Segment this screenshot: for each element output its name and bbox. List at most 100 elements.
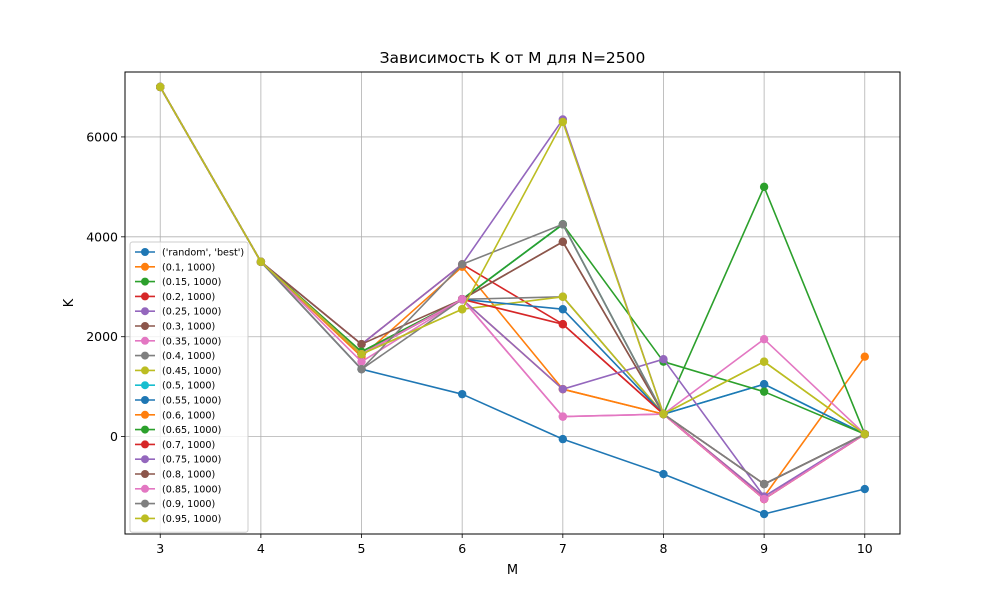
legend-marker [141,351,149,360]
series-line [159,86,866,500]
series-11 [156,82,869,504]
x-axis-label: M [507,563,518,578]
legend-entry: (0.85, 1000) [135,484,221,495]
legend-label: (0.8, 1000) [162,470,215,481]
legend-marker [141,322,149,330]
legend: ('random', 'best') (0.1, 1000) (0.15, 1000… [129,241,249,533]
legend-marker [141,381,149,390]
legend-entry: (0.15, 1000) [135,277,221,288]
series-line [159,86,866,435]
legend-marker [141,440,149,449]
series-5 [156,82,869,489]
data-point [357,357,366,366]
series-line [159,86,866,500]
legend-entry: ('random', 'best') [135,248,244,259]
legend-entry: (0.3, 1000) [135,322,215,333]
data-point [558,292,568,301]
legend-entry: (0.9, 1000) [135,499,215,510]
series-line [159,86,866,498]
legend-marker [141,425,149,434]
series-layer [156,82,869,519]
legend-label: ('random', 'best') [162,248,244,259]
x-tick-label: 4 [257,541,265,556]
chart-title: Зависимость K от M для N=2500 [380,49,646,67]
y-tick-label: 4000 [86,229,118,244]
series-4 [156,82,869,501]
legend-marker [141,396,149,404]
legend-entry: (0.7, 1000) [135,440,215,451]
y-axis-label: K [62,298,77,307]
legend-entry: (0.95, 1000) [135,514,221,525]
legend-marker [141,514,149,523]
data-point [759,509,769,519]
x-axis-ticks: 3 4 5 6 7 8 9 10 [156,534,873,556]
plot-frame [124,71,901,535]
series-line [159,86,866,485]
legend-label: (0.75, 1000) [162,455,221,466]
x-tick-label: 3 [156,541,164,556]
data-point [457,260,467,269]
legend-label: (0.85, 1000) [162,484,221,495]
legend-label: (0.35, 1000) [162,336,221,347]
series-18 [156,82,869,439]
data-point [558,320,568,329]
legend-marker [141,455,149,464]
legend-marker [141,470,149,478]
y-axis-ticks: 0 2000 4000 6000 [86,129,125,444]
legend-label: (0.4, 1000) [162,351,215,362]
data-point [357,349,366,359]
series-14 [156,82,869,501]
data-point [558,384,568,394]
series-line [159,86,866,435]
data-point [156,82,165,92]
legend-entry: (0.4, 1000) [135,351,215,362]
data-point [558,117,568,127]
data-point [357,340,366,349]
series-line [159,86,865,515]
data-point [759,387,769,396]
series-line [159,86,866,485]
data-point [860,484,869,494]
legend-marker [141,248,149,256]
legend-marker [141,499,149,508]
data-point [457,305,467,314]
legend-label: (0.3, 1000) [162,322,215,333]
legend-entry: (0.65, 1000) [135,425,221,436]
x-tick-label: 8 [659,541,667,556]
series-16 [156,82,869,504]
data-point [357,364,366,374]
data-point [457,295,467,304]
legend-marker [141,307,149,316]
legend-label: (0.65, 1000) [162,425,221,436]
data-point [759,357,769,366]
legend-label: (0.15, 1000) [162,277,221,288]
legend-label: (0.9, 1000) [162,499,215,510]
data-point [860,352,869,361]
series-line [159,86,866,435]
data-point [759,379,769,389]
y-tick-label: 2000 [86,329,118,344]
legend-marker [141,336,149,345]
legend-label: (0.95, 1000) [162,514,221,525]
series-15 [156,82,869,489]
series-line [159,86,866,435]
data-point [558,220,568,229]
legend-label: (0.5, 1000) [162,381,215,392]
legend-marker [141,262,149,271]
data-point [558,237,568,247]
series-line [159,86,866,435]
series-line [159,86,866,500]
data-point [457,389,467,399]
data-point [659,409,668,419]
legend-marker [141,366,149,375]
legend-label: (0.25, 1000) [162,307,221,318]
x-tick-label: 6 [458,541,466,556]
data-point [659,354,668,364]
legend-label: (0.6, 1000) [162,410,215,421]
legend-entry: (0.8, 1000) [135,470,215,481]
legend-marker [141,277,149,286]
data-point [558,412,568,421]
legend-entry: (0.6, 1000) [135,410,215,421]
legend-entry: (0.75, 1000) [135,455,221,466]
